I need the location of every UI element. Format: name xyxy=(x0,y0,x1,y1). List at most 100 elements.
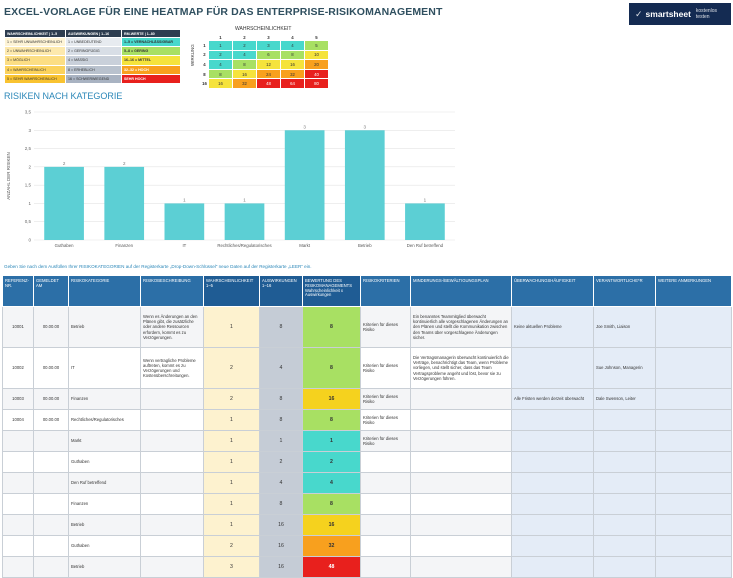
cell-owner[interactable]: Sue Johnson, Managerin xyxy=(593,347,656,389)
cell-plan[interactable] xyxy=(410,514,512,536)
cell-desc[interactable] xyxy=(140,514,204,536)
cell-plan[interactable] xyxy=(410,472,512,494)
cell-notes[interactable] xyxy=(655,556,732,578)
cell-krit[interactable]: Kriterien für dieses Risiko xyxy=(360,430,411,452)
cell-owner[interactable] xyxy=(593,535,656,557)
cell-notes[interactable] xyxy=(655,493,732,515)
cell-plan[interactable] xyxy=(410,430,512,452)
cell-a[interactable]: 8 xyxy=(259,493,303,515)
cell-plan[interactable] xyxy=(410,493,512,515)
cell-s[interactable]: 32 xyxy=(302,535,361,557)
cell-desc[interactable] xyxy=(140,472,204,494)
cell-cat[interactable]: Finanzen xyxy=(68,493,141,515)
cell-w[interactable]: 2 xyxy=(203,388,260,410)
cell-plan[interactable] xyxy=(410,451,512,473)
cell-w[interactable]: 1 xyxy=(203,493,260,515)
cell-date[interactable] xyxy=(33,493,69,515)
cell-ref[interactable] xyxy=(2,430,34,452)
cell-s[interactable]: 8 xyxy=(302,409,361,431)
cell-owner[interactable] xyxy=(593,556,656,578)
cell-s[interactable]: 8 xyxy=(302,306,361,348)
cell-owner[interactable] xyxy=(593,472,656,494)
cell-freq[interactable] xyxy=(511,493,594,515)
cell-freq[interactable]: Alle Fristen werden derzeit überwacht xyxy=(511,388,594,410)
cell-owner[interactable]: Joe Smith, Liaison xyxy=(593,306,656,348)
cell-notes[interactable] xyxy=(655,514,732,536)
cell-cat[interactable]: Betrieb xyxy=(68,556,141,578)
cell-krit[interactable] xyxy=(360,493,411,515)
cell-ref[interactable]: 10001 xyxy=(2,306,34,348)
cell-a[interactable]: 16 xyxy=(259,514,303,536)
cell-krit[interactable] xyxy=(360,472,411,494)
cell-cat[interactable]: Guthaben xyxy=(68,451,141,473)
cell-krit[interactable]: Kriterien für dieses Risiko xyxy=(360,409,411,431)
cell-freq[interactable] xyxy=(511,347,594,389)
cell-w[interactable]: 1 xyxy=(203,451,260,473)
cell-a[interactable]: 16 xyxy=(259,556,303,578)
cell-a[interactable]: 8 xyxy=(259,388,303,410)
cell-owner[interactable] xyxy=(593,514,656,536)
cell-notes[interactable] xyxy=(655,472,732,494)
cell-plan[interactable]: Ein benanntes Teammitglied überwacht kon… xyxy=(410,306,512,348)
cell-date[interactable]: 00.00.00 xyxy=(33,388,69,410)
cell-desc[interactable] xyxy=(140,430,204,452)
cell-plan[interactable] xyxy=(410,388,512,410)
cell-freq[interactable] xyxy=(511,409,594,431)
cell-cat[interactable]: IT xyxy=(68,347,141,389)
cell-date[interactable]: 00.00.00 xyxy=(33,347,69,389)
cell-krit[interactable]: Kriterien für dieses Risiko xyxy=(360,388,411,410)
cell-w[interactable]: 3 xyxy=(203,556,260,578)
cell-date[interactable] xyxy=(33,514,69,536)
cell-krit[interactable] xyxy=(360,535,411,557)
cell-cat[interactable]: Markt xyxy=(68,430,141,452)
cell-cat[interactable]: Rechtliches/Regulatorisches xyxy=(68,409,141,431)
cell-ref[interactable] xyxy=(2,514,34,536)
cell-a[interactable]: 2 xyxy=(259,451,303,473)
cell-desc[interactable] xyxy=(140,556,204,578)
cell-w[interactable]: 1 xyxy=(203,306,260,348)
cell-freq[interactable]: Keine aktuellen Probleme xyxy=(511,306,594,348)
cell-ref[interactable] xyxy=(2,451,34,473)
cell-s[interactable]: 16 xyxy=(302,388,361,410)
cell-ref[interactable] xyxy=(2,493,34,515)
cell-cat[interactable]: Betrieb xyxy=(68,306,141,348)
cell-desc[interactable] xyxy=(140,493,204,515)
cell-a[interactable]: 1 xyxy=(259,430,303,452)
cell-desc[interactable] xyxy=(140,388,204,410)
cell-a[interactable]: 4 xyxy=(259,472,303,494)
cell-s[interactable]: 8 xyxy=(302,493,361,515)
cell-owner[interactable] xyxy=(593,430,656,452)
cell-ref[interactable]: 10003 xyxy=(2,388,34,410)
cell-krit[interactable] xyxy=(360,514,411,536)
cell-a[interactable]: 4 xyxy=(259,347,303,389)
cell-freq[interactable] xyxy=(511,535,594,557)
cell-freq[interactable] xyxy=(511,451,594,473)
cell-notes[interactable] xyxy=(655,451,732,473)
cell-notes[interactable] xyxy=(655,535,732,557)
cell-ref[interactable] xyxy=(2,556,34,578)
cell-notes[interactable] xyxy=(655,306,732,348)
cell-w[interactable]: 1 xyxy=(203,409,260,431)
cell-date[interactable]: 00.00.00 xyxy=(33,306,69,348)
cell-w[interactable]: 1 xyxy=(203,514,260,536)
cell-owner[interactable]: Dale Swenson, Leiter xyxy=(593,388,656,410)
cell-w[interactable]: 2 xyxy=(203,347,260,389)
cell-krit[interactable]: Kriterien für dieses Risiko xyxy=(360,347,411,389)
cell-date[interactable] xyxy=(33,472,69,494)
cell-s[interactable]: 1 xyxy=(302,430,361,452)
cell-notes[interactable] xyxy=(655,347,732,389)
cell-date[interactable] xyxy=(33,430,69,452)
cell-freq[interactable] xyxy=(511,472,594,494)
cell-cat[interactable]: Finanzen xyxy=(68,388,141,410)
cell-s[interactable]: 48 xyxy=(302,556,361,578)
cell-a[interactable]: 8 xyxy=(259,306,303,348)
cell-desc[interactable] xyxy=(140,409,204,431)
cell-owner[interactable] xyxy=(593,409,656,431)
cell-plan[interactable] xyxy=(410,556,512,578)
cell-desc[interactable]: Wenn es Änderungen an den Plänen gibt, d… xyxy=(140,306,204,348)
cell-a[interactable]: 16 xyxy=(259,535,303,557)
cell-s[interactable]: 2 xyxy=(302,451,361,473)
cell-owner[interactable] xyxy=(593,451,656,473)
cell-krit[interactable] xyxy=(360,556,411,578)
cell-date[interactable] xyxy=(33,535,69,557)
